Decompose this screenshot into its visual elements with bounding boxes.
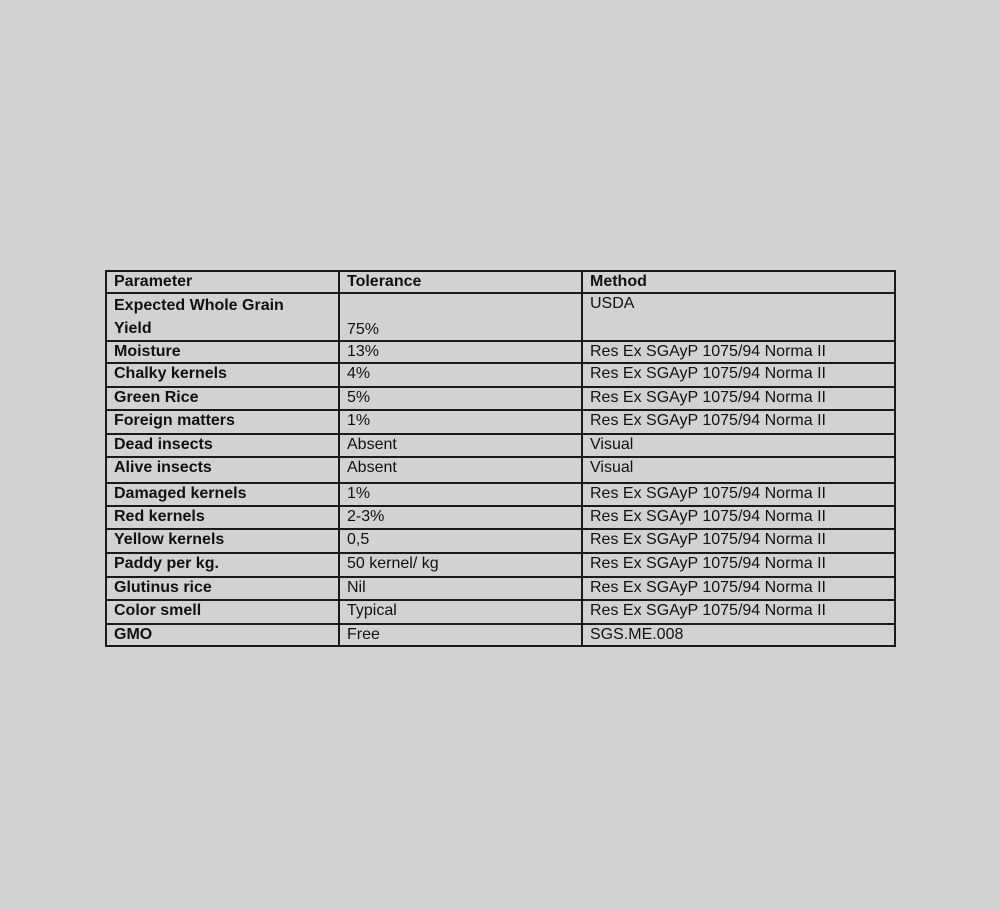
tolerance-cell: 75% — [338, 292, 583, 342]
parameter-cell: Dead insects — [105, 433, 340, 458]
tolerance-cell: 50 kernel/ kg — [338, 552, 583, 578]
method-cell: Visual — [581, 456, 896, 484]
method-cell: Res Ex SGAyP 1075/94 Norma II — [581, 482, 896, 507]
table-header-row: Parameter Tolerance Method — [105, 270, 896, 294]
parameter-cell: Damaged kernels — [105, 482, 340, 507]
tolerance-cell: 0,5 — [338, 528, 583, 554]
table-row: Dead insects Absent Visual — [105, 433, 896, 458]
tolerance-cell: 1% — [338, 409, 583, 435]
header-method: Method — [581, 270, 896, 294]
method-cell: Res Ex SGAyP 1075/94 Norma II — [581, 599, 896, 625]
header-parameter: Parameter — [105, 270, 340, 294]
parameter-cell: Moisture — [105, 340, 340, 364]
tolerance-cell: 1% — [338, 482, 583, 507]
table-row: Moisture 13% Res Ex SGAyP 1075/94 Norma II — [105, 340, 896, 364]
tolerance-cell: Nil — [338, 576, 583, 601]
tolerance-cell: Absent — [338, 456, 583, 484]
table-row: Chalky kernels 4% Res Ex SGAyP 1075/94 Nor… — [105, 362, 896, 388]
parameter-cell: Expected Whole Grain Yield — [105, 292, 340, 342]
table-row: Red kernels 2-3% Res Ex SGAyP 1075/94 Norm… — [105, 505, 896, 530]
method-cell: Res Ex SGAyP 1075/94 Norma II — [581, 409, 896, 435]
parameter-cell: Chalky kernels — [105, 362, 340, 388]
method-cell: Res Ex SGAyP 1075/94 Norma II — [581, 528, 896, 554]
method-cell: Visual — [581, 433, 896, 458]
parameter-cell: Color smell — [105, 599, 340, 625]
tolerance-cell: 13% — [338, 340, 583, 364]
table-row: Alive insects Absent Visual — [105, 456, 896, 484]
tolerance-cell: Typical — [338, 599, 583, 625]
method-cell: Res Ex SGAyP 1075/94 Norma II — [581, 552, 896, 578]
parameter-line: Yield — [114, 320, 152, 337]
method-cell: Res Ex SGAyP 1075/94 Norma II — [581, 362, 896, 388]
parameter-cell: Paddy per kg. — [105, 552, 340, 578]
parameter-cell: Red kernels — [105, 505, 340, 530]
tolerance-cell: Free — [338, 623, 583, 647]
table-row: GMO Free SGS.ME.008 — [105, 623, 896, 647]
table-row: Foreign matters 1% Res Ex SGAyP 1075/94 No… — [105, 409, 896, 435]
parameter-cell: Green Rice — [105, 386, 340, 411]
method-cell: Res Ex SGAyP 1075/94 Norma II — [581, 386, 896, 411]
parameter-cell: Yellow kernels — [105, 528, 340, 554]
table-row: Paddy per kg. 50 kernel/ kg Res Ex SGAyP 1… — [105, 552, 896, 578]
table-row: Yellow kernels 0,5 Res Ex SGAyP 1075/94 No… — [105, 528, 896, 554]
method-cell: Res Ex SGAyP 1075/94 Norma II — [581, 576, 896, 601]
tolerance-cell: Absent — [338, 433, 583, 458]
header-tolerance: Tolerance — [338, 270, 583, 294]
method-cell: Res Ex SGAyP 1075/94 Norma II — [581, 505, 896, 530]
method-cell: USDA — [581, 292, 896, 342]
tolerance-cell: 2-3% — [338, 505, 583, 530]
table-row: Damaged kernels 1% Res Ex SGAyP 1075/94 No… — [105, 482, 896, 507]
method-cell: SGS.ME.008 — [581, 623, 896, 647]
parameter-cell: Foreign matters — [105, 409, 340, 435]
method-cell: Res Ex SGAyP 1075/94 Norma II — [581, 340, 896, 364]
parameter-line: Expected Whole Grain — [114, 297, 284, 314]
parameter-cell: GMO — [105, 623, 340, 647]
table-row: Glutinus rice Nil Res Ex SGAyP 1075/94 Nor… — [105, 576, 896, 601]
parameter-cell: Glutinus rice — [105, 576, 340, 601]
table-row: Color smell Typical Res Ex SGAyP 1075/94 N… — [105, 599, 896, 625]
parameter-cell: Alive insects — [105, 456, 340, 484]
table-row: Green Rice 5% Res Ex SGAyP 1075/94 Norma I… — [105, 386, 896, 411]
table-row: Expected Whole Grain Yield 75% USDA — [105, 292, 896, 342]
specification-table: Parameter Tolerance Method Expected Whol… — [105, 270, 896, 647]
tolerance-cell: 5% — [338, 386, 583, 411]
tolerance-cell: 4% — [338, 362, 583, 388]
